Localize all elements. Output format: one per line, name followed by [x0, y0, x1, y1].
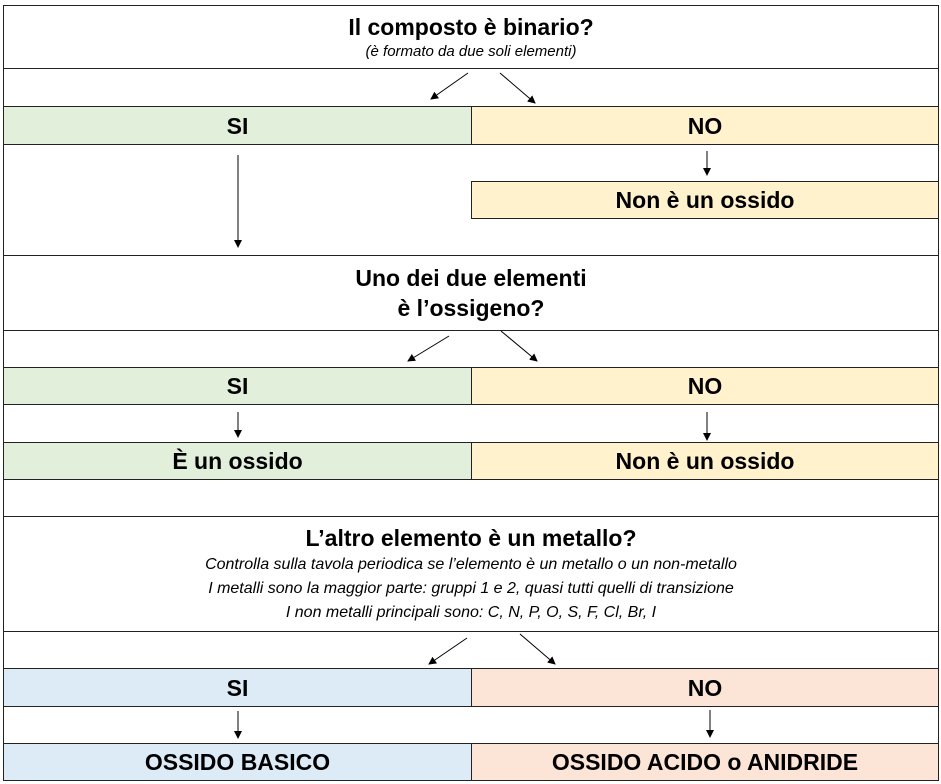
- question-3-note: I non metalli principali sono: C, N, P, …: [285, 604, 657, 621]
- arrow-row-2: [3, 330, 939, 368]
- q2-no: NO: [471, 367, 939, 405]
- question-1-title: Il composto è binario?: [348, 14, 594, 40]
- q2-no-result: Non è un ossido: [471, 442, 939, 480]
- arrow-row-3: [3, 404, 939, 443]
- arrow-row-5: [3, 706, 939, 744]
- spacer-row: [3, 479, 939, 517]
- question-2-line1: Uno dei due elementi: [355, 265, 587, 291]
- q2-yes: SI: [3, 367, 472, 405]
- q3-yes-result: OSSIDO BASICO: [3, 743, 472, 781]
- q2-yes-result: È un ossido: [3, 442, 472, 480]
- arrow-row-4: [3, 631, 939, 669]
- q3-no-result: OSSIDO ACIDO o ANIDRIDE: [471, 743, 939, 781]
- q1-yes: SI: [3, 106, 472, 145]
- question-3-note: Controlla sulla tavola periodica se l’el…: [205, 556, 737, 573]
- q3-no: NO: [471, 668, 939, 707]
- q1-no-result: Non è un ossido: [471, 181, 939, 219]
- question-1-subtitle: (è formato da due soli elementi): [365, 43, 577, 60]
- question-3-note: I metalli sono la maggior parte: gruppi …: [208, 580, 734, 597]
- q3-yes: SI: [3, 668, 472, 707]
- question-2: Uno dei due elementi è l’ossigeno?: [3, 255, 939, 331]
- question-3-title: L’altro elemento è un metallo?: [305, 525, 637, 551]
- q1-no: NO: [471, 106, 939, 145]
- arrow-row-1: [3, 68, 939, 107]
- question-1: Il composto è binario? (è formato da due…: [3, 5, 939, 69]
- question-3: L’altro elemento è un metallo? Controlla…: [3, 516, 939, 632]
- question-2-line2: è l’ossigeno?: [397, 295, 545, 321]
